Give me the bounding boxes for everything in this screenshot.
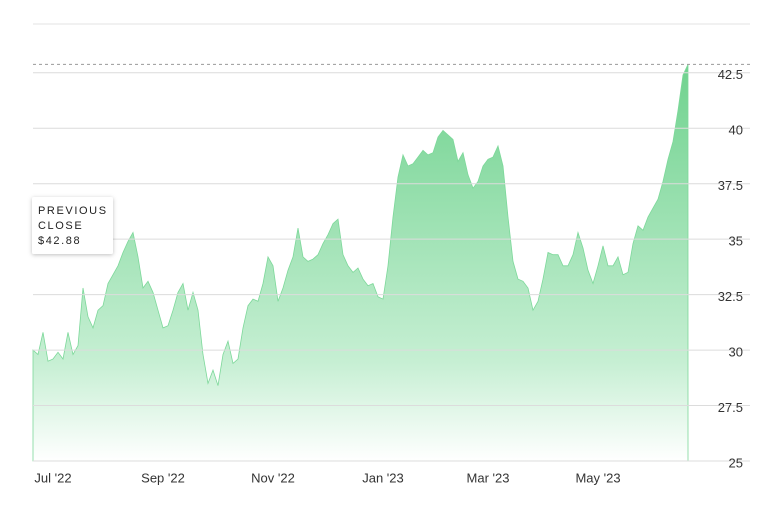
annotation-label: CLOSE	[38, 220, 83, 232]
x-tick-label: May '23	[575, 470, 620, 485]
y-tick-label: 35	[729, 234, 743, 249]
area	[32, 64, 689, 462]
x-tick-label: Mar '23	[467, 470, 510, 485]
y-tick-label: 32.5	[718, 289, 743, 304]
y-tick-label: 27.5	[718, 400, 743, 415]
y-tick-label: 30	[729, 345, 743, 360]
x-tick-label: Jul '22	[34, 470, 71, 485]
previous-close-annotation: PREVIOUS CLOSE $42.88	[32, 197, 113, 254]
y-tick-label: 25	[729, 455, 743, 470]
y-tick-label: 40	[729, 123, 743, 138]
annotation-value: $42.88	[38, 235, 81, 247]
x-tick-label: Nov '22	[251, 470, 295, 485]
x-tick-label: Jan '23	[362, 470, 404, 485]
annotation-box	[32, 197, 113, 254]
y-tick-label: 37.5	[718, 178, 743, 193]
y-tick-label: 42.5	[718, 67, 743, 82]
x-tick-label: Sep '22	[141, 470, 185, 485]
annotation-label: PREVIOUS	[38, 205, 108, 217]
